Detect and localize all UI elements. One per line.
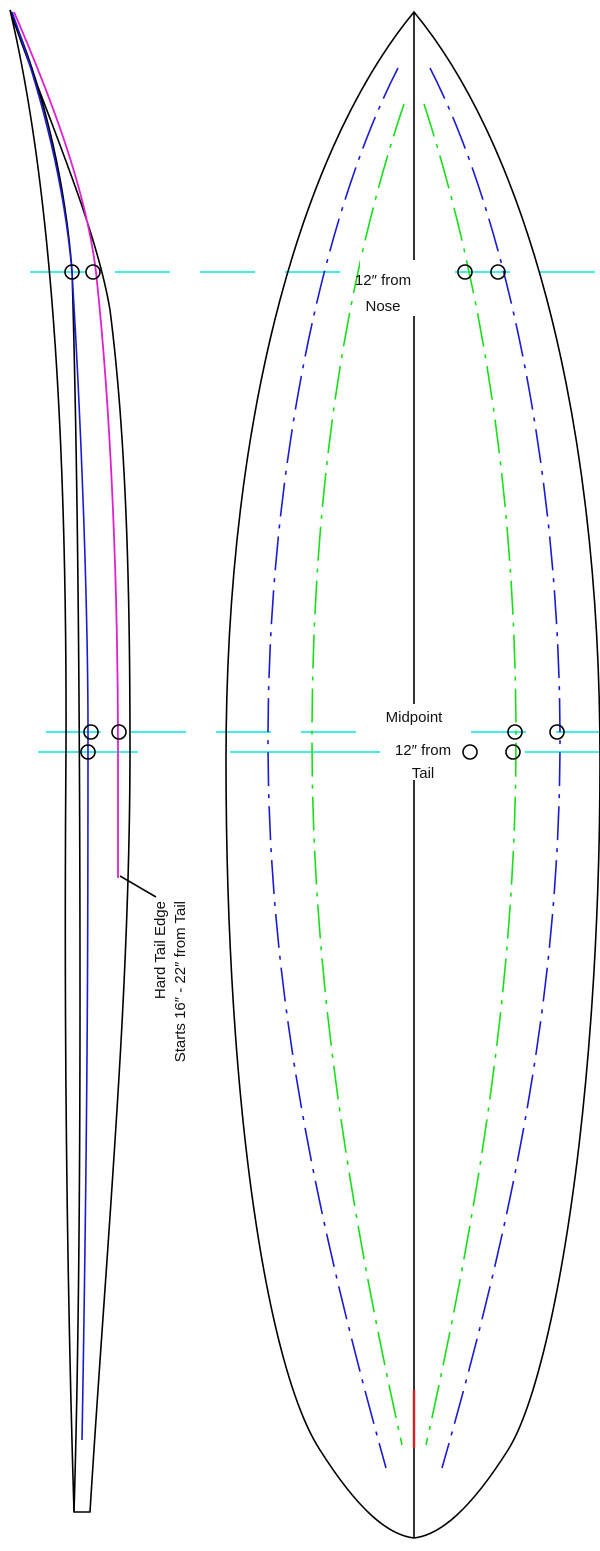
plan-mid-marker-green	[507, 724, 523, 740]
side-nose-marker-1	[64, 264, 80, 280]
midpoint-label: Midpoint	[386, 709, 444, 726]
side-mid-marker-2	[111, 724, 127, 740]
nose-label-line2: Nose	[365, 298, 400, 315]
hard-tail-label-line1: Hard Tail Edge	[152, 901, 169, 999]
green-rail-left	[311, 103, 405, 1446]
side-tail-marker	[80, 744, 96, 760]
labels: 12″ from Nose Midpoint 12″ from Tail Har…	[152, 260, 460, 1062]
magenta-rail-line	[13, 11, 119, 878]
tail-label-line2: Tail	[412, 765, 435, 782]
side-mid-marker-1	[83, 724, 99, 740]
blue-rail-left	[267, 67, 399, 1469]
plan-tail-marker-green	[462, 744, 478, 760]
plan-tail-marker-blue	[505, 744, 521, 760]
green-rail-right	[423, 103, 517, 1446]
side-profile-outline	[9, 9, 131, 1513]
hard-tail-label-line2: Starts 16″ - 22″ from Tail	[172, 901, 189, 1062]
plan-nose-marker-blue	[490, 264, 506, 280]
hard-tail-leader-line	[119, 875, 157, 898]
blue-rail-right	[429, 67, 561, 1469]
plan-mid-marker-blue	[549, 724, 565, 740]
side-profile-deck-curve	[9, 9, 81, 1513]
tail-label-line1: 12″ from	[395, 742, 451, 759]
side-nose-marker-2	[85, 264, 101, 280]
reference-lines	[30, 271, 600, 753]
blue-rail-line	[11, 11, 89, 1441]
side-profile	[9, 9, 157, 1513]
plan-nose-marker-green	[457, 264, 473, 280]
nose-label-line1: 12″ from	[355, 272, 411, 289]
